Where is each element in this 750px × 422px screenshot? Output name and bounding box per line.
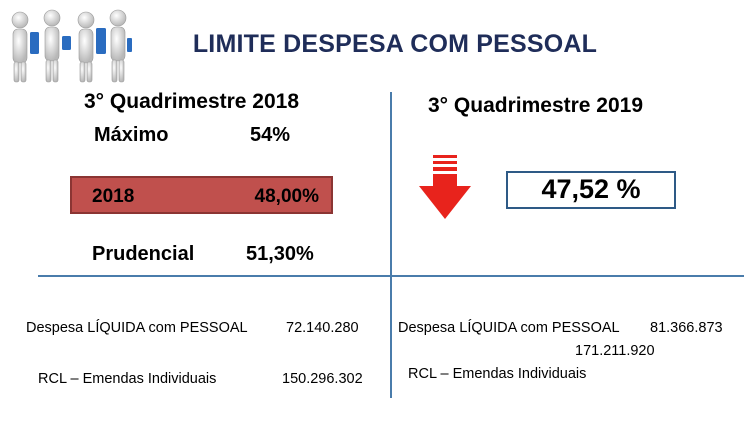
rcl-value-2019: 171.211.920 — [575, 343, 655, 359]
year-label: 2018 — [92, 186, 135, 207]
maximo-value: 54% — [250, 124, 291, 146]
despesa-label-2018: Despesa LÍQUIDA com PESSOAL — [26, 320, 248, 336]
vertical-divider — [390, 92, 392, 398]
despesa-value-2019: 81.366.873 — [650, 320, 723, 336]
despesa-value-2018: 72.140.280 — [286, 320, 359, 336]
year-value: 48,00% — [254, 186, 319, 207]
box-2018: 2018 48,00% — [70, 176, 333, 214]
down-arrow-icon — [419, 155, 471, 219]
people-figures-icon — [11, 9, 132, 83]
right-heading: 3° Quadrimestre 2019 — [428, 94, 644, 117]
maximo-label: Máximo — [94, 124, 169, 146]
percent-2019-box: 47,52 % — [506, 171, 676, 209]
prudencial-label: Prudencial — [92, 243, 195, 265]
rcl-value-2018: 150.296.302 — [282, 371, 363, 387]
despesa-label-2019: Despesa LÍQUIDA com PESSOAL — [398, 320, 620, 336]
page-title: LIMITE DESPESA COM PESSOAL — [192, 30, 598, 58]
prudencial-value: 51,30% — [246, 243, 314, 265]
horizontal-divider — [38, 275, 744, 277]
rcl-label-2018: RCL – Emendas Individuais — [38, 371, 217, 387]
rcl-label-2019: RCL – Emendas Individuais — [408, 366, 587, 382]
left-heading: 3° Quadrimestre 2018 — [84, 90, 300, 113]
